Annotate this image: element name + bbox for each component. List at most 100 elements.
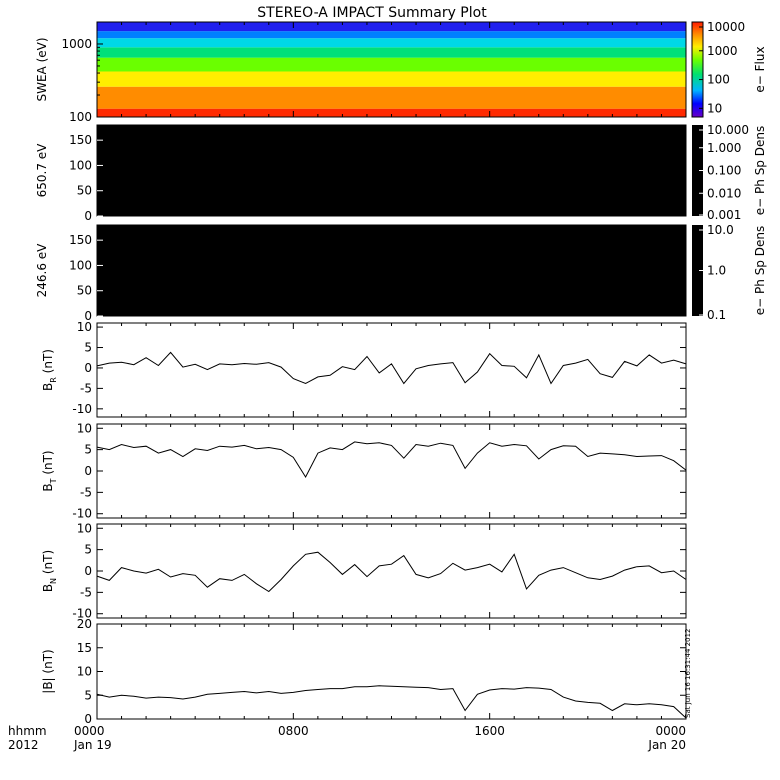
colorbar bbox=[691, 21, 704, 118]
y-tick-label: 5 bbox=[84, 543, 92, 557]
y-tick-label: 10 bbox=[77, 521, 92, 535]
series-line bbox=[96, 685, 687, 719]
x-tick-label: 0000 bbox=[655, 724, 686, 738]
panel-frame bbox=[96, 523, 687, 619]
y-axis-label: BR (nT) bbox=[41, 349, 58, 391]
y-tick-label: 150 bbox=[69, 133, 92, 147]
spectrogram-band bbox=[97, 22, 686, 32]
y-tick-label: 100 bbox=[69, 158, 92, 172]
y-tick-label: -10 bbox=[72, 607, 92, 621]
panel-frame bbox=[96, 423, 687, 519]
panel-br: -10 -5 0 5 10 BR (nT) bbox=[41, 320, 687, 418]
y-label-unit: (nT) bbox=[41, 349, 55, 377]
spectrogram-band bbox=[97, 57, 686, 72]
y-tick-label: 0 bbox=[84, 564, 92, 578]
generated-timestamp: Sat Jun 16 16:31:44 2012 bbox=[684, 629, 692, 718]
y-tick-label: 10 bbox=[77, 665, 92, 679]
colorbar-tick-label: 10.000 bbox=[707, 123, 749, 137]
colorbar-tick-label: 1.000 bbox=[707, 141, 741, 155]
y-tick-label: 50 bbox=[77, 184, 92, 198]
y-axis-label: BT (nT) bbox=[41, 450, 58, 491]
y-label-main: B bbox=[41, 483, 55, 491]
colorbar-tick-label: 0.100 bbox=[707, 164, 741, 178]
hhmm-label: hhmm bbox=[8, 724, 47, 738]
colorbar-tick-label: 1.0 bbox=[707, 264, 726, 278]
y-label-sub: R bbox=[49, 377, 58, 383]
y-tick-label: -5 bbox=[80, 585, 92, 599]
y-axis-label: 246.6 eV bbox=[35, 243, 49, 298]
y-tick-label: 0 bbox=[84, 361, 92, 375]
x-tick-label: 0000 bbox=[74, 724, 105, 738]
y-tick-label: 0 bbox=[84, 309, 92, 323]
y-label-sub: N bbox=[49, 578, 58, 584]
y-label-unit: (nT) bbox=[41, 550, 55, 578]
x-tick-label: 1600 bbox=[474, 724, 505, 738]
y-tick-label: 15 bbox=[77, 641, 92, 655]
panel-bt: -10 -5 0 5 10 BT (nT) bbox=[41, 421, 687, 521]
spectrogram-band bbox=[97, 31, 686, 39]
y-axis-label: SWEA (eV) bbox=[35, 37, 49, 101]
panel-swea: 100 1000 SWEA (eV) 10 100 1000 10000 e− Flux bbox=[35, 20, 767, 124]
y-tick-label: -5 bbox=[80, 485, 92, 499]
y-axis-label: 650.7 eV bbox=[35, 143, 49, 198]
y-label-main: B bbox=[41, 584, 55, 592]
colorbar-label: e− Flux bbox=[753, 46, 767, 92]
panel-bmag: 0 5 10 15 20 |B| (nT) bbox=[41, 617, 687, 726]
colorbar-label: e− Ph Sp Dens bbox=[753, 226, 767, 315]
panel-pad_246: 0 50 100 150 246.6 eV 10.0 1.0 0.1 e− Ph Sp Dens bbox=[35, 223, 767, 323]
y-tick-label: 1000 bbox=[61, 37, 92, 51]
y-tick-label: 0 bbox=[84, 464, 92, 478]
date-end-label: Jan 20 bbox=[647, 738, 686, 752]
y-label-unit: (nT) bbox=[41, 450, 55, 478]
panel-pad_650: 0 50 100 150 650.7 eV 10.000 1.000 0.100 0.010 0.… bbox=[35, 123, 767, 223]
y-tick-label: 150 bbox=[69, 233, 92, 247]
colorbar-tick-label: 0.001 bbox=[707, 208, 741, 222]
y-tick-label: 20 bbox=[77, 617, 92, 631]
colorbar-tick-label: 10 bbox=[707, 101, 722, 115]
colorbar-label: e− Ph Sp Dens bbox=[753, 126, 767, 215]
y-tick-label: 5 bbox=[84, 443, 92, 457]
series-line bbox=[96, 351, 687, 385]
colorbar-tick-label: 1000 bbox=[707, 44, 738, 58]
panel-bn: -10 -5 0 5 10 BN (nT) bbox=[41, 521, 687, 621]
colorbar-tick-label: 0.010 bbox=[707, 186, 741, 200]
spectrogram-band bbox=[97, 47, 686, 58]
spectrogram-band bbox=[97, 108, 686, 117]
colorbar-tick-label: 10000 bbox=[707, 20, 745, 34]
y-tick-label: 100 bbox=[69, 258, 92, 272]
panel-frame bbox=[96, 322, 687, 418]
y-label-main: B bbox=[41, 383, 55, 391]
y-tick-label: 5 bbox=[84, 688, 92, 702]
series-line bbox=[96, 441, 687, 479]
colorbar bbox=[692, 225, 703, 316]
date-start-label: Jan 19 bbox=[73, 738, 112, 752]
y-tick-label: -10 bbox=[72, 507, 92, 521]
x-tick-label: 0800 bbox=[278, 724, 309, 738]
y-tick-label: 50 bbox=[77, 284, 92, 298]
colorbar-tick-label: 0.1 bbox=[707, 308, 726, 322]
y-tick-label: -5 bbox=[80, 381, 92, 395]
colorbar-tick-label: 100 bbox=[707, 73, 730, 87]
figure-title: STEREO-A IMPACT Summary Plot bbox=[257, 5, 487, 21]
year-label: 2012 bbox=[8, 738, 39, 752]
spectrogram-fill bbox=[97, 125, 686, 216]
y-tick-label: 10 bbox=[77, 421, 92, 435]
spectrogram-band bbox=[97, 86, 686, 109]
y-tick-label: 100 bbox=[69, 110, 92, 124]
y-tick-label: -10 bbox=[72, 402, 92, 416]
y-axis-label: BN (nT) bbox=[41, 550, 58, 592]
spectrogram-fill bbox=[97, 225, 686, 316]
colorbar-tick-label: 10.0 bbox=[707, 223, 734, 237]
y-label-sub: T bbox=[49, 478, 58, 484]
time-axis: hhmm 2012 Jan 19 Jan 20 0000 0800 1600 0000 bbox=[8, 724, 686, 752]
series-line bbox=[96, 551, 687, 593]
y-tick-label: 0 bbox=[84, 712, 92, 726]
panel-frame bbox=[96, 623, 687, 720]
y-tick-label: 0 bbox=[84, 209, 92, 223]
y-axis-label: |B| (nT) bbox=[41, 649, 55, 693]
y-tick-label: 10 bbox=[77, 320, 92, 334]
spectrogram-band bbox=[97, 38, 686, 48]
spectrogram-band bbox=[97, 71, 686, 87]
